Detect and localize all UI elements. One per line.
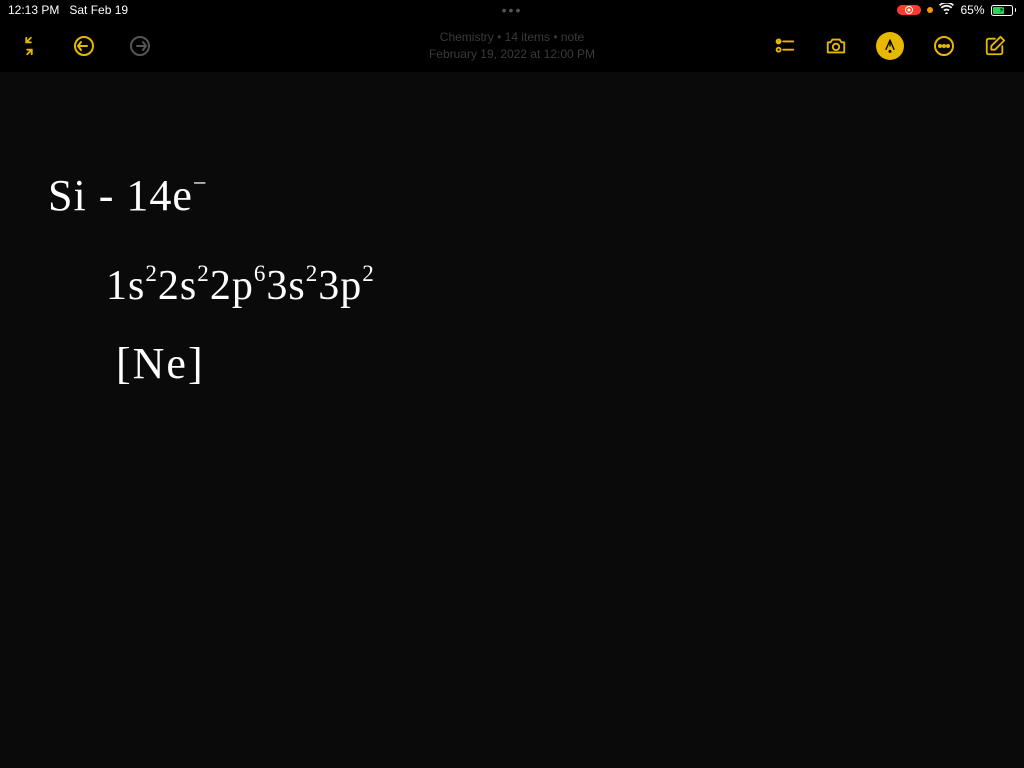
handwriting-line-3: [Ne] [116,338,205,389]
multitask-dots[interactable]: ••• [502,2,523,18]
hw-3p-sup: 2 [362,260,375,286]
note-subtitle: February 19, 2022 at 12:00 PM [429,46,595,63]
hw-14e: 14e [126,171,193,220]
hw-si: Si [48,171,87,220]
status-left: 12:13 PM Sat Feb 19 [8,3,128,17]
markup-button[interactable] [876,32,904,60]
hw-3s: 3s [266,263,305,309]
camera-button[interactable] [824,35,848,57]
checklist-button[interactable] [774,35,796,57]
hw-1s-sup: 2 [145,260,158,286]
record-icon [905,6,913,14]
screen-recording-indicator[interactable] [897,5,921,15]
note-title: Chemistry • 14 items • note [429,29,595,46]
undo-button[interactable] [72,34,96,58]
status-bar: 12:13 PM Sat Feb 19 ••• 65% ⚡︎ [0,0,1024,20]
status-right: 65% ⚡︎ [897,3,1016,17]
status-date: Sat Feb 19 [69,3,128,17]
more-button[interactable] [932,34,956,58]
hw-2s: 2s [158,263,197,309]
note-title-area: Chemistry • 14 items • note February 19,… [429,29,595,63]
collapse-icon[interactable] [18,35,40,57]
status-time: 12:13 PM [8,3,59,17]
note-canvas[interactable]: Si - 14e− 1s22s22p63s23p2 [Ne] [0,72,1024,768]
hw-3p: 3p [318,263,362,309]
battery-percent: 65% [960,3,984,17]
hw-dash: - [87,171,127,220]
hw-2s-sup: 2 [197,260,210,286]
charging-bolt-icon: ⚡︎ [999,6,1005,15]
hw-2p-sup: 6 [254,260,267,286]
mic-in-use-dot-icon [927,7,933,13]
wifi-icon [939,3,954,17]
hw-2p: 2p [210,263,254,309]
handwriting-line-2: 1s22s22p63s23p2 [106,262,375,310]
hw-3s-sup: 2 [306,260,319,286]
hw-1s: 1s [106,263,145,309]
battery-icon: ⚡︎ [991,5,1017,16]
redo-button [128,34,152,58]
compose-button[interactable] [984,35,1006,57]
hw-minus: − [193,170,208,197]
notes-toolbar: Chemistry • 14 items • note February 19,… [0,20,1024,72]
handwriting-line-1: Si - 14e− [48,170,208,221]
